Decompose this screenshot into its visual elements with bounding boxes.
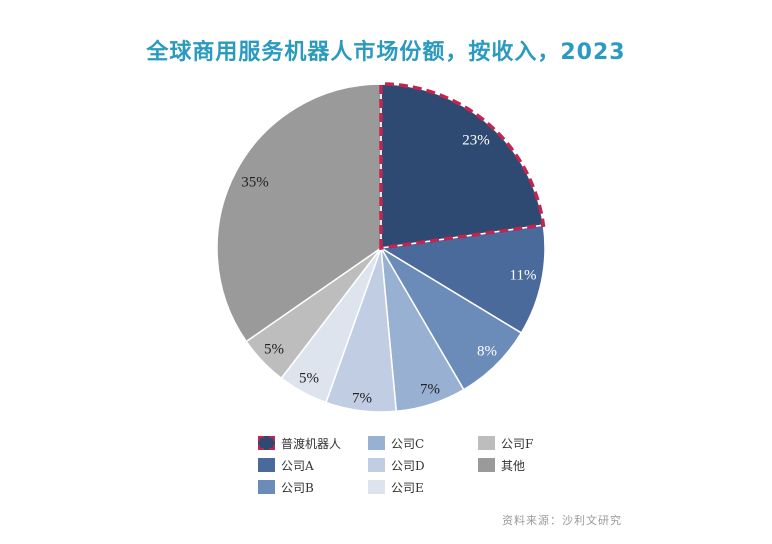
slice-label-4: 7%	[420, 381, 440, 397]
legend-item-5: 公司D	[368, 456, 425, 474]
pie-slice-2	[378, 224, 546, 334]
legend-item-4: 公司C	[368, 434, 424, 452]
legend-swatch	[258, 458, 275, 472]
slice-label-8: 35%	[241, 174, 269, 190]
legend-swatch	[478, 436, 495, 450]
slice-label-5: 7%	[352, 390, 372, 406]
source-note: 资料来源：沙利文研究	[502, 514, 622, 527]
legend-label: 公司B	[281, 480, 314, 495]
legend-label: 公司E	[391, 480, 424, 495]
legend-item-8: 其他	[478, 456, 525, 474]
pie-slice-8	[216, 83, 382, 343]
legend-item-2: 公司A	[258, 456, 314, 474]
slice-label-6: 5%	[299, 370, 319, 386]
legend-label: 公司F	[501, 436, 534, 451]
legend-label: 公司C	[391, 436, 425, 451]
legend-item-1: 普渡机器人	[258, 434, 341, 452]
legend-item-7: 公司F	[478, 434, 533, 452]
legend-swatch	[368, 458, 385, 472]
slice-label-1: 23%	[462, 132, 490, 148]
slice-label-3: 8%	[477, 343, 497, 359]
chart-legend: 普渡机器人 公司C 公司F 公司A 公司D 其他公司B 公司E	[258, 434, 578, 504]
legend-swatch	[258, 480, 275, 494]
legend-label: 普渡机器人	[281, 436, 342, 451]
slice-label-2: 11%	[510, 267, 537, 283]
chart-title: 全球商用服务机器人市场份额，按收入，2023	[146, 40, 626, 65]
legend-label: 其他	[501, 458, 526, 473]
pie-slice-1	[380, 83, 545, 249]
legend-swatch	[368, 480, 385, 494]
legend-label: 公司A	[281, 458, 314, 473]
legend-item-3: 公司B	[258, 478, 314, 496]
legend-swatch	[258, 436, 275, 450]
slice-label-7: 5%	[264, 341, 284, 357]
legend-label: 公司D	[391, 458, 425, 473]
legend-item-6: 公司E	[368, 478, 424, 496]
legend-swatch	[368, 436, 385, 450]
legend-swatch	[478, 458, 495, 472]
highlight-outline	[379, 82, 546, 251]
